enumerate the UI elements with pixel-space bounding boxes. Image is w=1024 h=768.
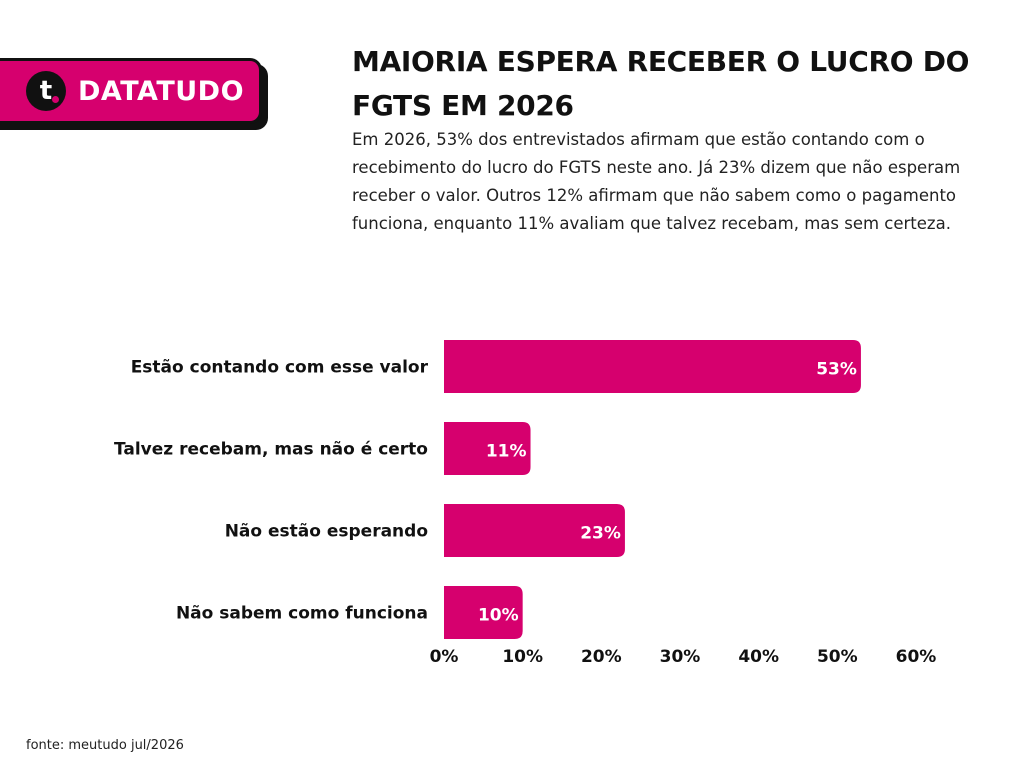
bar-1 bbox=[444, 422, 531, 475]
category-label-3: Não sabem como funciona bbox=[176, 604, 428, 624]
bar-2 bbox=[444, 504, 625, 557]
chart-description: Em 2026, 53% dos entrevistados afirmam q… bbox=[352, 130, 961, 233]
logo-dot bbox=[52, 96, 59, 103]
x-tick-label-6: 60% bbox=[896, 647, 937, 667]
x-tick-label-1: 10% bbox=[502, 647, 543, 667]
x-tick-label-4: 40% bbox=[738, 647, 779, 667]
brand-logo: t DATATUDO bbox=[0, 58, 262, 124]
bar-chart: Estão contando com esse valor 53% Talvez r… bbox=[114, 340, 937, 667]
bar-3 bbox=[444, 586, 523, 639]
category-label-2: Não estão esperando bbox=[225, 522, 428, 542]
brand-name: DATATUDO bbox=[78, 75, 245, 107]
bar-0 bbox=[444, 340, 861, 393]
logo-mark-icon: t bbox=[26, 71, 66, 111]
chart-headline: MAIORIA ESPERA RECEBER O LUCRO DO FGTS E… bbox=[352, 45, 970, 122]
logo-letter: t bbox=[39, 76, 53, 106]
category-label-1: Talvez recebam, mas não é certo bbox=[114, 440, 428, 460]
value-label-1: 11% bbox=[486, 442, 527, 462]
value-label-2: 23% bbox=[580, 524, 621, 544]
x-tick-label-3: 30% bbox=[660, 647, 701, 667]
x-tick-label-5: 50% bbox=[817, 647, 858, 667]
category-label-0: Estão contando com esse valor bbox=[131, 358, 429, 378]
x-tick-label-2: 20% bbox=[581, 647, 622, 667]
source-note: fonte: meutudo jul/2026 bbox=[26, 738, 184, 753]
x-tick-label-0: 0% bbox=[430, 647, 459, 667]
value-label-0: 53% bbox=[816, 360, 857, 380]
value-label-3: 10% bbox=[478, 606, 519, 626]
